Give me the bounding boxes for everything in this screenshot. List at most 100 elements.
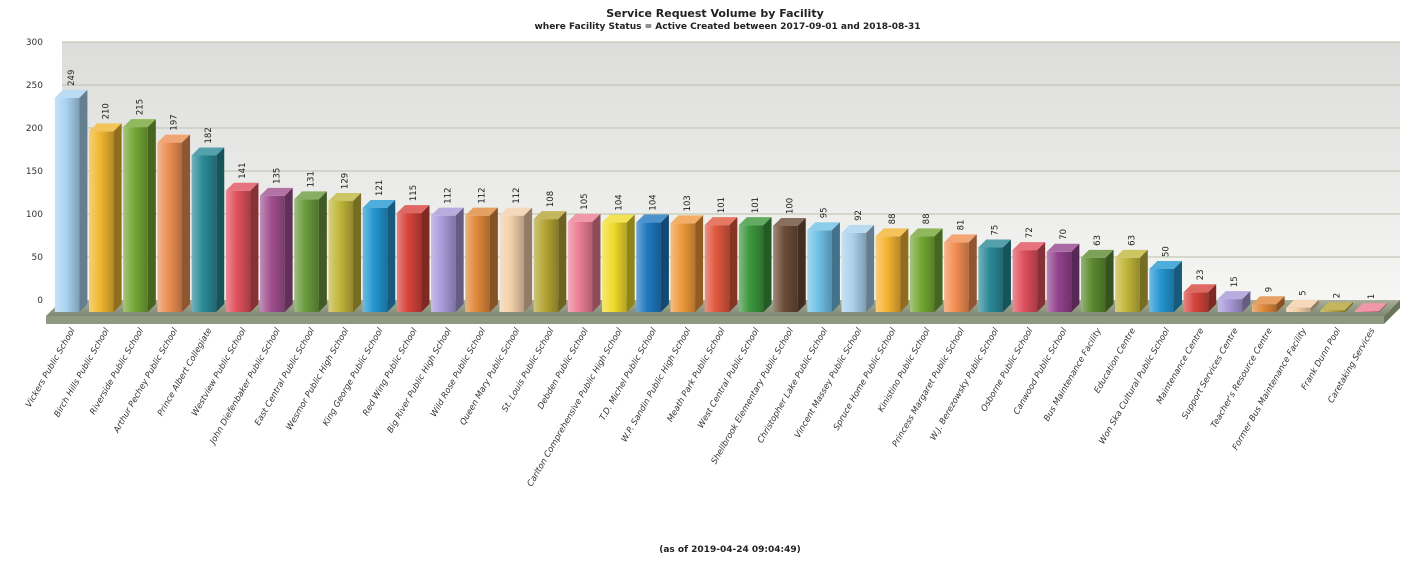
bar-side: [592, 213, 601, 312]
bar-front: [841, 232, 867, 312]
value-label: 115: [409, 185, 419, 201]
bar: [978, 239, 1011, 312]
bar: [567, 213, 601, 312]
bar: [670, 215, 704, 312]
bar-front: [362, 207, 388, 312]
chart-title: Service Request Volume by Facility: [606, 7, 824, 20]
bar: [88, 123, 122, 313]
bar: [1354, 303, 1388, 312]
bar-side: [797, 218, 806, 312]
value-label: 81: [956, 220, 966, 231]
bar-side: [284, 187, 293, 312]
bar: [396, 205, 430, 312]
bar-front: [465, 215, 490, 312]
bar-front: [636, 222, 661, 312]
bar-side: [216, 147, 225, 312]
y-tick-label: 0: [37, 296, 43, 306]
category-label: Bus Maintenance Facility: [1042, 326, 1104, 424]
bar-top: [294, 191, 327, 200]
bar-top: [260, 187, 293, 196]
value-label: 2: [1333, 293, 1343, 298]
bar: [1217, 291, 1251, 312]
value-label: 131: [307, 171, 317, 187]
bar-side: [866, 224, 875, 312]
bar-top: [1320, 302, 1354, 311]
bar-top: [54, 89, 88, 98]
bar-top: [875, 228, 909, 237]
bar-side: [1071, 243, 1080, 312]
bar-front: [1012, 250, 1038, 312]
bar-top: [944, 234, 977, 243]
value-label: 63: [1127, 235, 1137, 246]
value-label: 215: [136, 99, 146, 115]
bar: [362, 199, 396, 312]
category-label: Former Bus Maintenance Facility: [1231, 326, 1310, 452]
bar-top: [123, 119, 156, 128]
bar-side: [489, 207, 498, 312]
bar-side: [1379, 303, 1388, 312]
bar-front: [260, 195, 285, 312]
value-label: 9: [1264, 287, 1274, 292]
bar: [1046, 243, 1080, 312]
bar-top: [191, 147, 225, 156]
bar-front: [431, 215, 456, 312]
bar-front: [807, 230, 832, 312]
bar-front: [1115, 257, 1140, 312]
bar: [328, 193, 362, 312]
bar-top: [670, 215, 704, 224]
category-label: East Central Public School: [253, 326, 317, 428]
bar: [807, 222, 840, 312]
y-tick-label: 150: [26, 167, 43, 177]
value-label: 63: [1093, 235, 1103, 246]
plot-floor-front: [46, 316, 1384, 324]
bar-top: [225, 182, 259, 191]
bar-front: [704, 225, 730, 312]
category-label: W.J. Berezowsky Public School: [929, 326, 1002, 442]
bar-front: [875, 236, 901, 312]
bar-top: [465, 207, 498, 216]
bar-top: [157, 134, 191, 143]
value-label: 112: [443, 187, 453, 203]
value-label: 101: [717, 197, 727, 213]
bar-side: [729, 217, 738, 312]
value-label: 135: [272, 168, 282, 184]
bar: [944, 234, 977, 312]
bar-side: [182, 134, 191, 312]
bar-front: [1320, 310, 1346, 312]
bar-top: [396, 205, 430, 214]
bar: [1012, 242, 1046, 312]
value-label: 141: [238, 163, 248, 179]
bar: [54, 89, 88, 312]
bar-front: [54, 97, 80, 312]
bar-top: [602, 214, 635, 223]
value-label: 105: [580, 193, 590, 209]
bar: [123, 119, 156, 312]
bar-top: [1012, 242, 1046, 251]
bar-side: [763, 217, 772, 312]
bar-top: [704, 217, 738, 226]
bar-side: [421, 205, 430, 312]
bar: [738, 217, 772, 312]
bar-top: [1149, 261, 1182, 269]
value-label: 100: [785, 198, 795, 214]
category-label: W.P. Sandin Public High School: [620, 326, 694, 444]
category-label: Vincent Massey Public School: [793, 326, 865, 440]
y-tick-label: 250: [26, 81, 43, 91]
bar-top: [636, 214, 669, 223]
category-label: Won Ska Cultural Public School: [1097, 326, 1172, 446]
bar: [875, 228, 909, 312]
value-label: 129: [341, 173, 351, 189]
category-label: Princess Margaret Public School: [891, 326, 968, 449]
bar: [602, 214, 635, 312]
bar-front: [1046, 251, 1072, 312]
value-label: 88: [922, 213, 932, 224]
bar-side: [660, 214, 669, 312]
bar: [909, 228, 943, 312]
category-label: Teacher's Resource Centre: [1209, 327, 1275, 430]
bar-front: [1286, 307, 1311, 312]
bar: [225, 182, 259, 312]
value-label: 104: [649, 194, 659, 210]
bar-top: [738, 217, 772, 226]
bar-side: [626, 214, 635, 312]
plot-floor-end: [1384, 300, 1400, 324]
